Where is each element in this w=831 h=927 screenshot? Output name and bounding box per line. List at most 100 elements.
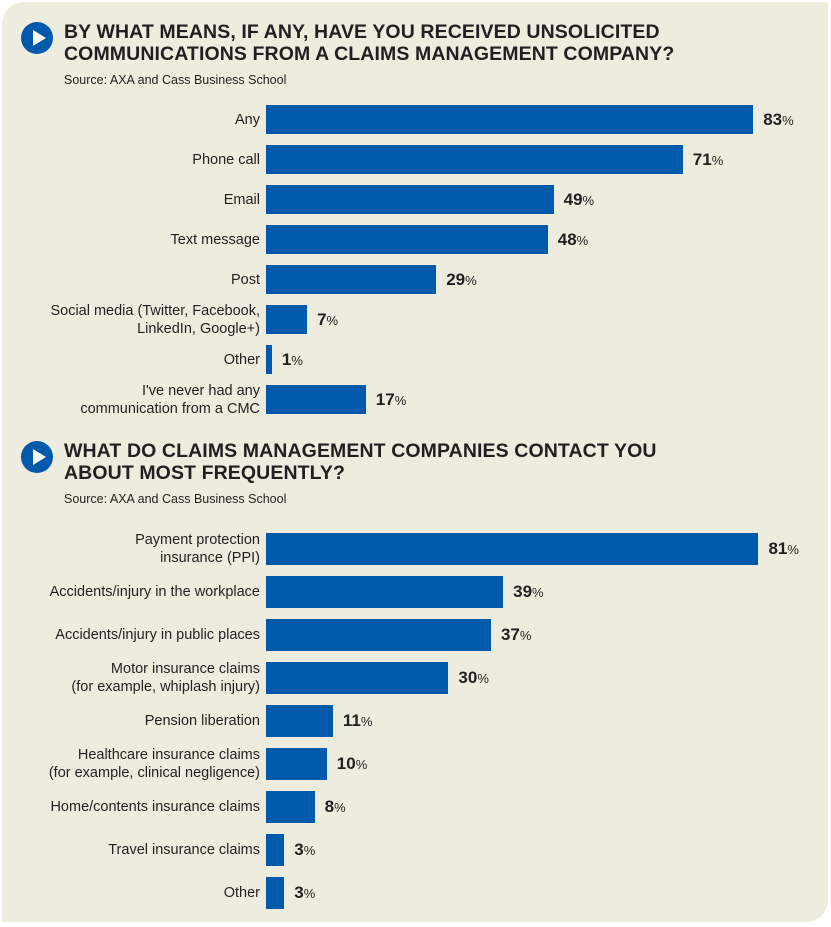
value-label: 29% [446,270,476,290]
bar [266,305,308,334]
value-label: 10% [337,754,367,774]
chart-title: BY WHAT MEANS, IF ANY, HAVE YOU RECEIVED… [64,21,675,65]
value-number: 29 [446,269,466,289]
bar-row: Healthcare insurance claims (for example… [2,747,828,781]
value-label: 39% [513,582,543,602]
bar [266,145,683,174]
bar [266,265,437,294]
category-label: Accidents/injury in public places [55,627,260,643]
value-label: 49% [564,190,594,210]
category-label: Pension liberation [144,713,260,729]
bar [266,705,333,737]
value-label: 1% [282,350,303,370]
value-label: 3% [294,840,315,860]
value-number: 3 [294,883,304,902]
bar-row: Other 1% [2,345,828,374]
bar-row: Post 29% [2,265,828,294]
value-unit: % [465,272,477,288]
bar [266,619,491,651]
bar [266,576,504,608]
value-unit: % [355,757,368,772]
value-label: 81% [768,539,798,559]
value-number: 48 [557,229,577,249]
chart-source: Source: AXA and Cass Business School [64,73,287,87]
bar-row: Text message 48% [2,225,828,254]
value-unit: % [532,585,544,600]
value-label: 71% [693,150,723,170]
bar-row: Social media (Twitter, Facebook, LinkedI… [2,303,828,337]
bar [266,791,315,823]
value-unit: % [326,312,339,328]
bar [266,533,759,565]
play-icon [21,22,53,54]
category-label: Other [223,351,260,368]
bar-row: Travel insurance claims 3% [2,834,828,866]
value-label: 8% [325,797,346,817]
bar [266,105,754,134]
value-unit: % [787,542,799,557]
bar [266,225,548,254]
bar-row: Accidents/injury in public places 37% [2,619,828,651]
bar-row: Accidents/injury in the workplace 39% [2,576,828,608]
bar [266,185,554,214]
value-unit: % [576,232,589,248]
bar [266,662,449,694]
bar [266,877,285,909]
category-label: Text message [170,231,260,248]
value-number: 8 [324,797,335,816]
value-number: 49 [563,189,583,209]
value-number: 3 [294,840,304,859]
bar-row: Pension liberation 11% [2,705,828,737]
bar [266,345,272,374]
category-label: Post [230,271,260,288]
bar-row: Motor insurance claims (for example, whi… [2,661,828,695]
value-unit: % [394,392,407,408]
chart-title: WHAT DO CLAIMS MANAGEMENT COMPANIES CONT… [64,440,657,484]
value-number: 7 [317,309,327,329]
value-unit: % [582,192,595,208]
value-number: 71 [692,149,712,169]
bar-row: Email 49% [2,185,828,214]
value-number: 11 [342,711,361,730]
category-label: Home/contents insurance claims [50,799,260,815]
value-label: 17% [376,390,406,410]
value-number: 37 [500,625,520,644]
category-label: Healthcare insurance claims (for example… [48,747,260,781]
value-label: 30% [458,668,488,688]
value-unit: % [711,152,724,168]
value-label: 7% [317,310,338,330]
bar [266,748,327,780]
value-unit: % [303,886,316,901]
category-label: I've never had any communication from a … [80,382,260,417]
play-icon [21,441,53,473]
value-unit: % [519,628,532,643]
category-label: Motor insurance claims (for example, whi… [71,661,260,695]
value-label: 11% [343,711,373,731]
value-number: 17 [375,389,395,409]
bar-row: I've never had any communication from a … [2,383,828,417]
value-label: 48% [558,230,588,250]
category-label: Other [223,885,260,901]
value-unit: % [303,843,316,858]
value-label: 3% [294,883,315,903]
category-label: Accidents/injury in the workplace [49,584,260,600]
bar-row: Other 3% [2,877,828,909]
category-label: Any [235,111,260,128]
bar-row: Any 83% [2,105,828,134]
bar [266,385,366,414]
value-number: 10 [336,754,356,773]
value-number: 83 [763,109,783,129]
bar [266,834,285,866]
value-label: 83% [763,110,793,130]
value-unit: % [360,714,373,729]
value-number: 1 [281,349,292,369]
value-number: 81 [768,539,788,558]
value-number: 39 [513,582,533,601]
bar-row: Phone call 71% [2,145,828,174]
category-label: Email [223,191,260,208]
category-label: Social media (Twitter, Facebook, LinkedI… [50,302,260,337]
category-label: Travel insurance claims [108,842,260,858]
value-number: 30 [458,668,478,687]
bar-row: Home/contents insurance claims 8% [2,791,828,823]
